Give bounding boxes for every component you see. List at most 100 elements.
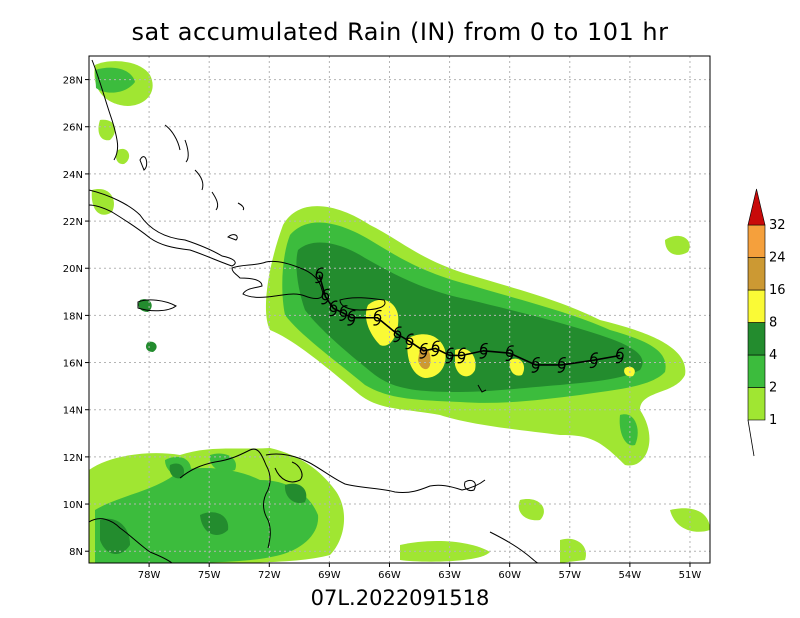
puerto-rico-coast <box>339 297 386 311</box>
tropical-storm-symbol <box>479 342 488 359</box>
lon-tick-label: 69W <box>318 570 341 581</box>
colorbar-bin <box>747 257 766 291</box>
colorbar-bin <box>747 289 766 323</box>
lesser-antilles <box>477 384 487 393</box>
tropical-storm-symbol <box>339 305 348 321</box>
turks-island <box>227 234 238 241</box>
colorbar-bin <box>747 322 766 356</box>
bahamas-island <box>139 156 148 171</box>
hispaniola-coast <box>231 261 324 299</box>
lat-tick-label: 14N <box>63 406 83 417</box>
central-america-coast <box>89 518 173 563</box>
tropical-storm-symbol <box>589 352 599 369</box>
lat-tick-label: 16N <box>63 359 83 370</box>
colorbar-label: 2 <box>769 381 777 396</box>
tropical-storm-symbol <box>615 347 625 364</box>
map-title: sat accumulated Rain (IN) from 0 to 101 … <box>131 18 669 46</box>
tropical-storm-symbol <box>329 300 338 317</box>
lat-tick-label: 26N <box>63 123 83 134</box>
lon-tick-label: 63W <box>438 570 461 581</box>
jamaica-coast <box>137 299 177 312</box>
grid-lines <box>89 56 710 563</box>
tropical-storm-symbol <box>393 326 402 343</box>
rain-patch <box>91 189 114 215</box>
colorbar-bin <box>747 354 766 388</box>
storm-track <box>315 267 625 373</box>
rain-patch <box>284 483 307 504</box>
tropical-storm-symbol <box>445 347 454 364</box>
lat-tick-label: 8N <box>69 547 83 558</box>
bahamas-island <box>164 124 181 151</box>
rain-patch <box>209 453 236 472</box>
florida-coast <box>91 59 119 161</box>
storm-id-label: 07L.2022091518 <box>310 586 490 610</box>
lon-tick-label: 57W <box>558 570 581 581</box>
rain-patch <box>665 235 690 255</box>
bahamas-island <box>184 139 189 163</box>
lon-tick-label: 60W <box>498 570 521 581</box>
colorbar-min-tail <box>747 419 755 457</box>
latitude-axis: 28N 26N 24N 22N 20N 18N 16N 14N 12N 10N 8N <box>63 76 89 558</box>
rain-patch <box>95 67 135 93</box>
lat-tick-label: 18N <box>63 311 83 322</box>
lat-tick-label: 20N <box>63 264 83 275</box>
tropical-storm-symbol <box>373 309 382 326</box>
colombia-coast <box>179 448 271 549</box>
tropical-storm-symbol <box>557 357 566 373</box>
rain-patch <box>100 518 130 555</box>
rain-patch <box>560 538 586 563</box>
track-line <box>318 275 620 366</box>
tropical-storm-symbol <box>315 267 324 284</box>
lon-tick-label: 72W <box>258 570 281 581</box>
tropical-storm-symbol <box>347 309 356 326</box>
map-frame <box>88 55 711 564</box>
tropical-storm-symbol <box>431 340 440 357</box>
tropical-storm-symbol <box>531 357 540 373</box>
tropical-storm-symbol <box>457 347 466 364</box>
colorbar-label: 4 <box>769 348 777 363</box>
colorbar-label: 24 <box>769 251 786 266</box>
tropical-storm-symbol <box>321 288 330 305</box>
rain-patch <box>200 512 229 535</box>
venezuela-coast <box>265 453 486 493</box>
colorbar-max-triangle <box>747 188 766 226</box>
rain-patch <box>116 148 130 165</box>
cuba-coast <box>89 189 236 267</box>
colorbar-bin <box>747 224 766 258</box>
tropical-storm-symbol <box>419 342 428 359</box>
lat-tick-label: 10N <box>63 500 83 511</box>
gulf-venezuela <box>274 461 303 483</box>
lon-tick-label: 78W <box>138 570 161 581</box>
bahamas-island <box>237 202 245 211</box>
bahamas-island <box>211 191 219 211</box>
longitude-axis: 78W 75W 72W 69W 66W 63W 60W 57W 54W 51W <box>138 563 702 581</box>
lon-tick-label: 75W <box>198 570 221 581</box>
colorbar-label: 1 <box>769 413 777 428</box>
lat-tick-label: 22N <box>63 217 83 228</box>
rain-contour-4in <box>296 242 643 392</box>
lon-tick-label: 66W <box>378 570 401 581</box>
trinidad-coast <box>464 479 476 491</box>
tropical-storm-symbol <box>505 345 514 362</box>
lon-tick-label: 51W <box>679 570 702 581</box>
coastlines <box>89 59 539 563</box>
rain-patch <box>169 463 185 479</box>
lat-tick-label: 12N <box>63 453 83 464</box>
lat-tick-label: 28N <box>63 76 83 87</box>
rain-patch <box>145 341 157 352</box>
colorbar-bin <box>747 387 766 421</box>
rain-patch <box>670 508 710 532</box>
bahamas-island <box>194 169 204 191</box>
lat-tick-label: 24N <box>63 170 83 181</box>
tropical-storm-symbol <box>405 333 414 350</box>
guianas-coast <box>489 531 539 563</box>
rain-patch <box>619 414 638 446</box>
rain-patch <box>98 119 116 141</box>
colorbar-label: 32 <box>769 218 786 233</box>
colorbar-label: 8 <box>769 316 777 331</box>
rain-contour-8in <box>365 299 399 346</box>
lon-tick-label: 54W <box>619 570 642 581</box>
colorbar-label: 16 <box>769 283 786 298</box>
